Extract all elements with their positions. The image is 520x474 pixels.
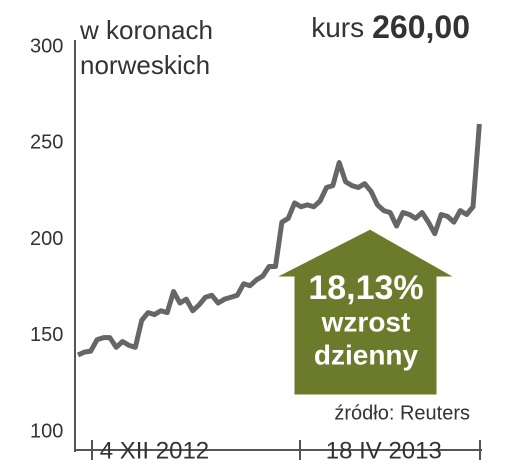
annotation-arrow <box>271 226 464 398</box>
annotation-change: 18,13% <box>308 269 423 307</box>
y-tick-label: 200 <box>30 228 63 250</box>
price-value: 260,00 <box>372 9 470 45</box>
unit-label: w koronach <box>79 15 213 45</box>
y-tick-label: 300 <box>30 35 63 57</box>
x-tick-label: 18 IV 2013 <box>326 437 442 464</box>
price-label: kurs <box>311 12 364 43</box>
y-tick-label: 250 <box>30 132 63 154</box>
price-line <box>76 123 482 358</box>
y-tick-label: 100 <box>30 420 63 442</box>
annotation-line: dzienny <box>314 339 419 370</box>
source: źródło: Reuters <box>334 402 470 424</box>
price-box: kurs 260,00 <box>311 9 470 45</box>
x-tick-label: 4 XII 2012 <box>100 437 209 464</box>
y-tick-label: 150 <box>30 324 63 346</box>
unit-label: norweskich <box>80 50 210 80</box>
annotation-line: wzrost <box>321 306 411 337</box>
